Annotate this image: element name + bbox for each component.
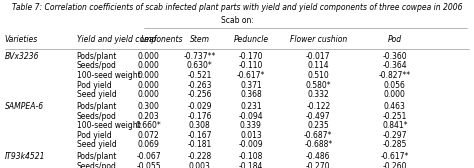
Text: -0.617*: -0.617* — [237, 71, 265, 80]
Text: -0.108: -0.108 — [239, 152, 263, 161]
Text: -0.167: -0.167 — [188, 131, 212, 140]
Text: -0.486: -0.486 — [306, 152, 330, 161]
Text: 0.368: 0.368 — [240, 90, 262, 99]
Text: -0.688*: -0.688* — [304, 140, 332, 149]
Text: 0.580*: 0.580* — [305, 80, 331, 90]
Text: -0.122: -0.122 — [306, 102, 330, 111]
Text: Pods/plant: Pods/plant — [77, 102, 117, 111]
Text: -0.617*: -0.617* — [381, 152, 409, 161]
Text: 0.371: 0.371 — [240, 80, 262, 90]
Text: Flower cushion: Flower cushion — [290, 35, 347, 44]
Text: Pods/plant: Pods/plant — [77, 52, 117, 61]
Text: Table 7: Correlation coefficients of scab infected plant parts with yield and yi: Table 7: Correlation coefficients of sca… — [12, 3, 462, 11]
Text: 0.841*: 0.841* — [382, 121, 408, 130]
Text: 0.203: 0.203 — [138, 112, 160, 121]
Text: -0.270: -0.270 — [306, 162, 330, 168]
Text: 0.231: 0.231 — [240, 102, 262, 111]
Text: -0.263: -0.263 — [188, 80, 212, 90]
Text: 0.308: 0.308 — [189, 121, 211, 130]
Text: 0.463: 0.463 — [384, 102, 406, 111]
Text: Pod: Pod — [388, 35, 402, 44]
Text: 0.072: 0.072 — [138, 131, 160, 140]
Text: 0.510: 0.510 — [308, 71, 329, 80]
Text: Stem: Stem — [190, 35, 210, 44]
Text: 0.000: 0.000 — [138, 80, 160, 90]
Text: -0.094: -0.094 — [238, 112, 263, 121]
Text: Leaf: Leaf — [141, 35, 157, 44]
Text: 0.332: 0.332 — [308, 90, 329, 99]
Text: IT93k4521: IT93k4521 — [5, 152, 45, 161]
Text: 0.000: 0.000 — [138, 61, 160, 70]
Text: -0.170: -0.170 — [239, 52, 263, 61]
Text: Yield and yield components: Yield and yield components — [77, 35, 182, 44]
Text: -0.827**: -0.827** — [379, 71, 411, 80]
Text: 0.056: 0.056 — [384, 80, 406, 90]
Text: -0.297: -0.297 — [383, 131, 407, 140]
Text: Pods/plant: Pods/plant — [77, 152, 117, 161]
Text: SAMPEA-6: SAMPEA-6 — [5, 102, 44, 111]
Text: Pod yield: Pod yield — [77, 131, 111, 140]
Text: 100-seed weight: 100-seed weight — [77, 121, 140, 130]
Text: Seed yield: Seed yield — [77, 140, 117, 149]
Text: -0.017: -0.017 — [306, 52, 330, 61]
Text: -0.687*: -0.687* — [304, 131, 332, 140]
Text: 0.000: 0.000 — [138, 90, 160, 99]
Text: -0.184: -0.184 — [239, 162, 263, 168]
Text: 0.235: 0.235 — [308, 121, 329, 130]
Text: -0.364: -0.364 — [383, 61, 407, 70]
Text: 0.013: 0.013 — [240, 131, 262, 140]
Text: 0.114: 0.114 — [308, 61, 329, 70]
Text: 0.630*: 0.630* — [187, 61, 213, 70]
Text: -0.260: -0.260 — [383, 162, 407, 168]
Text: Seed yield: Seed yield — [77, 90, 117, 99]
Text: 0.000: 0.000 — [138, 52, 160, 61]
Text: 0.300: 0.300 — [138, 102, 160, 111]
Text: 0.660*: 0.660* — [136, 121, 162, 130]
Text: -0.251: -0.251 — [383, 112, 407, 121]
Text: -0.497: -0.497 — [306, 112, 330, 121]
Text: Pod yield: Pod yield — [77, 80, 111, 90]
Text: -0.285: -0.285 — [383, 140, 407, 149]
Text: Varieties: Varieties — [5, 35, 38, 44]
Text: -0.009: -0.009 — [238, 140, 263, 149]
Text: -0.181: -0.181 — [188, 140, 212, 149]
Text: -0.737**: -0.737** — [183, 52, 216, 61]
Text: 0.003: 0.003 — [189, 162, 211, 168]
Text: Peduncle: Peduncle — [233, 35, 268, 44]
Text: -0.360: -0.360 — [383, 52, 407, 61]
Text: 0.069: 0.069 — [138, 140, 160, 149]
Text: -0.256: -0.256 — [188, 90, 212, 99]
Text: -0.029: -0.029 — [188, 102, 212, 111]
Text: -0.228: -0.228 — [188, 152, 212, 161]
Text: 0.000: 0.000 — [384, 90, 406, 99]
Text: Seeds/pod: Seeds/pod — [77, 162, 117, 168]
Text: -0.055: -0.055 — [137, 162, 161, 168]
Text: Scab on:: Scab on: — [220, 16, 254, 26]
Text: Seeds/pod: Seeds/pod — [77, 112, 117, 121]
Text: -0.176: -0.176 — [188, 112, 212, 121]
Text: BVx3236: BVx3236 — [5, 52, 39, 61]
Text: Seeds/pod: Seeds/pod — [77, 61, 117, 70]
Text: 0.000: 0.000 — [138, 71, 160, 80]
Text: -0.110: -0.110 — [239, 61, 263, 70]
Text: -0.521: -0.521 — [188, 71, 212, 80]
Text: -0.067: -0.067 — [137, 152, 161, 161]
Text: 100-seed weight: 100-seed weight — [77, 71, 140, 80]
Text: 0.339: 0.339 — [240, 121, 262, 130]
